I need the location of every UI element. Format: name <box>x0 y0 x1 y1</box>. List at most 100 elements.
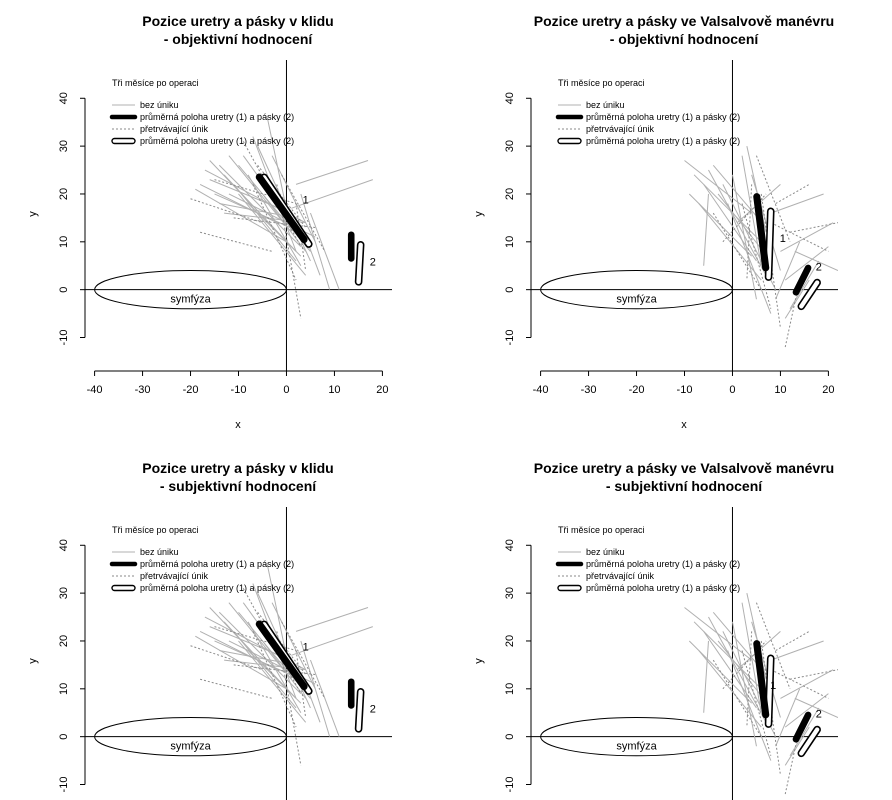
legend-entry: bez úniku <box>140 100 179 110</box>
legend: bez úniku průměrná poloha uretry (1) a p… <box>109 100 294 146</box>
x-tick-label: -10 <box>677 384 693 396</box>
y-axis-label: y <box>27 658 39 664</box>
legend-entry: průměrná poloha uretry (1) a pásky (2) <box>140 136 294 146</box>
mean-tape-continent <box>347 678 355 709</box>
continent-segment <box>262 193 307 252</box>
continent-segment <box>238 640 307 723</box>
x-tick-label: -30 <box>581 384 597 396</box>
continent-segment <box>309 212 340 290</box>
continent-segment <box>794 697 838 718</box>
axes: -10 0 10 20 30 40 <box>504 539 532 793</box>
continent-segment <box>731 174 757 300</box>
continent-segment <box>271 155 316 243</box>
leak-segment <box>760 193 781 329</box>
x-tick-label: -20 <box>183 384 199 396</box>
mean-urethra-continent <box>753 193 770 272</box>
mean-position-label: 2 <box>370 704 376 716</box>
y-axis-label: y <box>27 211 39 217</box>
continent-segment <box>247 203 302 257</box>
y-tick-label: -10 <box>58 330 70 346</box>
mean-tape-continent <box>347 231 355 262</box>
y-axis-label: y <box>473 211 485 217</box>
legend-heading: Tři měsíce po operaci <box>112 525 199 535</box>
mean-urethra-continent <box>753 640 770 719</box>
plot-area: symfýza 1 2 -10 0 10 20 30 40 <box>504 507 838 800</box>
chart-panel-valsalva-subjective: Pozice uretry a pásky ve Valsalvově mané… <box>473 460 838 800</box>
mean-position-label: 2 <box>370 257 376 269</box>
continent-segment <box>784 279 810 319</box>
y-tick-label: 20 <box>58 188 70 200</box>
legend-entry: průměrná poloha uretry (1) a pásky (2) <box>140 583 294 593</box>
x-tick-label: -40 <box>533 384 549 396</box>
legend: bez úniku průměrná poloha uretry (1) a p… <box>109 547 294 593</box>
y-tick-label: 10 <box>504 683 516 695</box>
x-tick-label: 10 <box>328 384 340 396</box>
continent-segment <box>789 260 820 310</box>
x-tick-label: -10 <box>231 384 247 396</box>
continent-segment <box>247 621 302 713</box>
chart-panel-rest-subjective: Pozice uretry a pásky v klidu - subjekti… <box>27 460 392 800</box>
continent-segment <box>727 203 772 314</box>
legend-heading: Tři měsíce po operaci <box>112 78 199 88</box>
legend-swatch-mean-leak <box>111 137 136 145</box>
plot-marks: symfýza 1 2 <box>531 60 838 371</box>
mean-position-label: 1 <box>780 233 786 245</box>
continent-segment <box>784 726 810 766</box>
leak-segment <box>775 183 810 204</box>
axes: -40 -30 -20 -10 0 10 20 -10 0 10 20 30 40 <box>504 92 835 396</box>
plot-marks: symfýza 1 2 <box>85 60 392 371</box>
y-tick-label: 20 <box>58 635 70 647</box>
continent-segment <box>703 184 757 262</box>
mean-tape-continent <box>792 711 812 743</box>
continent-segment <box>233 631 297 709</box>
plot-area: symfýza 1 2 -10 0 10 20 30 40 <box>58 507 392 800</box>
continent-segment <box>775 241 801 300</box>
panel-subtitle: - subjektivní hodnocení <box>160 478 317 494</box>
y-tick-label: 30 <box>58 140 70 152</box>
legend-entry: průměrná poloha uretry (1) a pásky (2) <box>140 112 294 122</box>
chart-panel-rest-objective: Pozice uretry a pásky v klidu - objektiv… <box>27 13 392 431</box>
chart-panel-valsalva-objective: Pozice uretry a pásky ve Valsalvově mané… <box>473 13 838 431</box>
panel-subtitle: - subjektivní hodnocení <box>606 478 763 494</box>
legend: bez úniku průměrná poloha uretry (1) a p… <box>555 547 740 593</box>
plot-area: symfýza 1 2 -40 -30 -20 -10 0 10 20 -10 0 10 20 30 40 <box>504 60 838 396</box>
leak-segment <box>276 631 302 766</box>
leak-segment <box>233 217 316 228</box>
symphysis-label: symfýza <box>616 294 657 306</box>
axes: -40 -30 -20 -10 0 10 20 -10 0 10 20 30 40 <box>58 92 389 396</box>
leak-segment <box>281 174 326 252</box>
y-tick-label: 10 <box>58 236 70 248</box>
mean-position-label: 1 <box>303 195 309 207</box>
leak-segment <box>775 630 810 651</box>
mean-urethra-continent <box>255 620 308 691</box>
legend-entry: přetrvávající únik <box>140 124 209 134</box>
continent-segment <box>789 707 820 757</box>
y-tick-label: -10 <box>58 777 70 793</box>
x-axis-label: x <box>235 419 241 431</box>
legend-entry: průměrná poloha uretry (1) a pásky (2) <box>586 583 740 593</box>
continent-segment <box>784 693 829 728</box>
continent-segment <box>262 640 307 699</box>
continent-segment <box>684 607 752 661</box>
legend-heading: Tři měsíce po operaci <box>558 78 645 88</box>
continent-segment <box>291 179 373 209</box>
symphysis-ellipse <box>94 717 287 757</box>
legend-entry: přetrvávající únik <box>586 571 655 581</box>
panel-title: Pozice uretry a pásky ve Valsalvově mané… <box>534 460 834 476</box>
continent-segment <box>741 602 762 713</box>
continent-segment <box>770 193 824 214</box>
y-tick-label: 40 <box>58 92 70 104</box>
y-tick-label: -10 <box>504 777 516 793</box>
continent-segment <box>698 650 762 728</box>
legend-entry: průměrná poloha uretry (1) a pásky (2) <box>140 559 294 569</box>
continent-segment <box>703 631 757 709</box>
continent-segment <box>703 193 709 266</box>
leak-segment <box>276 184 302 319</box>
symphysis-ellipse <box>540 270 733 310</box>
y-tick-label: 0 <box>504 287 516 293</box>
x-tick-label: 20 <box>376 384 388 396</box>
continent-segment <box>775 688 801 747</box>
leak-segment <box>252 184 297 281</box>
y-tick-label: 20 <box>504 188 516 200</box>
y-tick-label: 20 <box>504 635 516 647</box>
